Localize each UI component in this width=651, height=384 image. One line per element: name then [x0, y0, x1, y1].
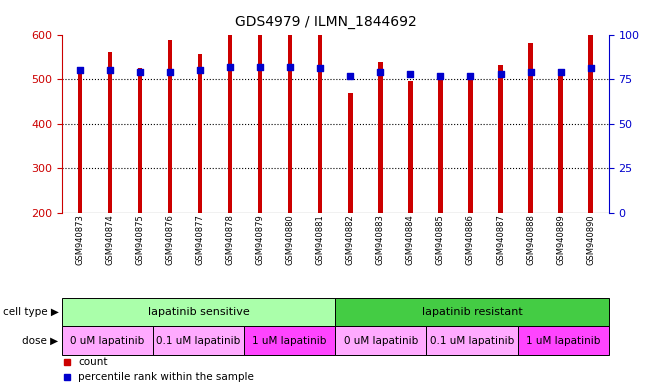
Bar	[244, 326, 335, 355]
Point	[525, 69, 536, 75]
Point	[345, 73, 355, 79]
Text: 1 uM lapatinib: 1 uM lapatinib	[526, 336, 600, 346]
Bar	[468, 76, 473, 213]
Bar	[335, 326, 426, 355]
Bar	[408, 81, 413, 213]
Text: percentile rank within the sample: percentile rank within the sample	[78, 372, 254, 382]
Text: 0 uM lapatinib: 0 uM lapatinib	[70, 336, 145, 346]
Bar	[62, 326, 153, 355]
Point	[165, 69, 175, 75]
Text: cell type ▶: cell type ▶	[3, 307, 59, 317]
Text: GDS4979 / ILMN_1844692: GDS4979 / ILMN_1844692	[234, 15, 417, 29]
Bar	[559, 75, 563, 213]
Point	[495, 71, 506, 77]
Text: 0.1 uM lapatinib: 0.1 uM lapatinib	[156, 336, 241, 346]
Point	[105, 67, 115, 73]
Bar	[168, 40, 173, 213]
Bar	[288, 0, 292, 213]
Bar	[518, 326, 609, 355]
Point	[375, 69, 385, 75]
Text: count: count	[78, 358, 108, 367]
Bar	[258, 0, 262, 213]
Text: 0.1 uM lapatinib: 0.1 uM lapatinib	[430, 336, 514, 346]
Point	[315, 65, 326, 71]
Bar	[153, 326, 244, 355]
Bar	[77, 67, 82, 213]
Bar	[378, 62, 383, 213]
Bar	[589, 30, 593, 213]
Point	[555, 69, 566, 75]
Point	[585, 65, 596, 71]
Text: dose ▶: dose ▶	[23, 336, 59, 346]
Point	[285, 64, 296, 70]
Bar	[107, 51, 112, 213]
Point	[195, 67, 205, 73]
Bar	[426, 326, 518, 355]
Text: 1 uM lapatinib: 1 uM lapatinib	[253, 336, 327, 346]
Point	[75, 67, 85, 73]
Point	[135, 69, 145, 75]
Point	[225, 64, 235, 70]
Bar	[335, 298, 609, 326]
Bar	[138, 68, 142, 213]
Text: 0 uM lapatinib: 0 uM lapatinib	[344, 336, 418, 346]
Bar	[228, 9, 232, 213]
Bar	[348, 93, 353, 213]
Bar	[62, 298, 335, 326]
Bar	[529, 43, 533, 213]
Bar	[318, 4, 322, 213]
Point	[255, 64, 266, 70]
Text: lapatinib sensitive: lapatinib sensitive	[148, 307, 249, 317]
Point	[436, 73, 446, 79]
Bar	[438, 74, 443, 213]
Text: lapatinib resistant: lapatinib resistant	[422, 307, 522, 317]
Point	[465, 73, 476, 79]
Point	[405, 71, 415, 77]
Bar	[198, 54, 202, 213]
Bar	[498, 65, 503, 213]
